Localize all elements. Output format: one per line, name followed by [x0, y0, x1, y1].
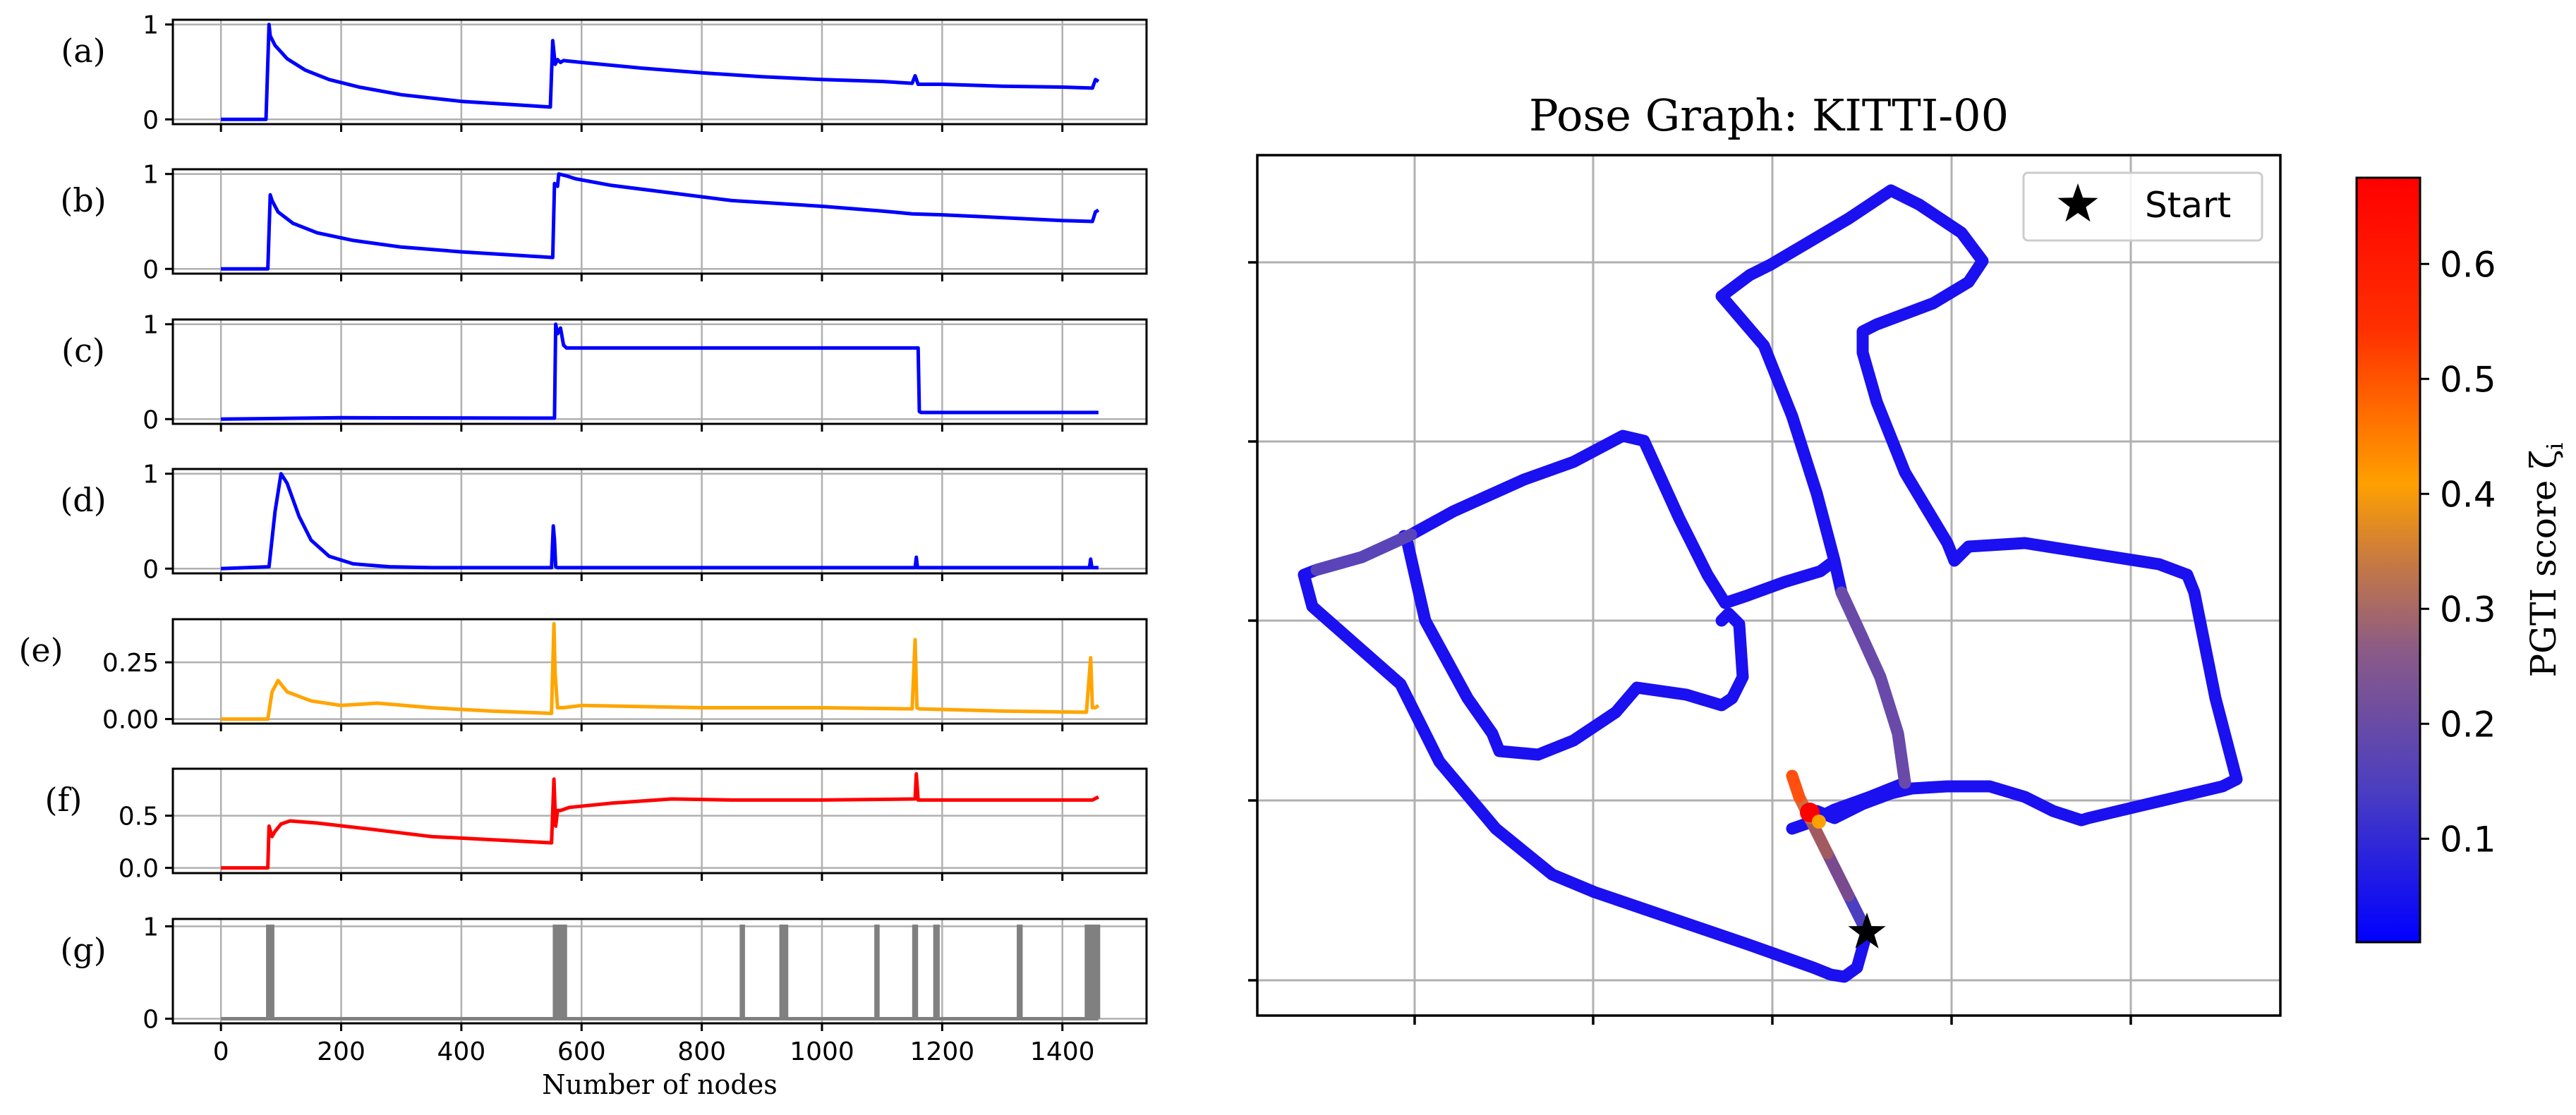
- series-line: [221, 172, 1100, 271]
- trajectory-segment: [1310, 528, 1417, 576]
- y-tick-label: 0: [143, 1005, 159, 1034]
- y-tick-label: 1: [143, 161, 159, 190]
- pulse: [739, 924, 745, 1019]
- panel-label: (d): [60, 481, 106, 519]
- colorbar-label: PGTI score ζi: [2523, 442, 2568, 677]
- trajectory-highlight: [1821, 847, 1855, 902]
- y-tick-label: 1: [143, 913, 159, 942]
- x-tick-label: 200: [317, 1037, 365, 1066]
- x-tick-label: 1000: [790, 1037, 854, 1066]
- series-line: [221, 23, 1100, 121]
- panel-frame: [171, 18, 1148, 126]
- trajectory-segment: [1398, 530, 1749, 761]
- series-line: [221, 621, 1100, 721]
- x-axis-label: Number of nodes: [542, 1069, 778, 1100]
- panel-frame: [171, 918, 1148, 1025]
- series-line: [221, 772, 1100, 870]
- y-tick-label: 0: [143, 255, 159, 284]
- colorbar-tick-label: 0.1: [2440, 819, 2496, 860]
- pose-graph-frame: [1256, 154, 2282, 1017]
- panel-label: (a): [61, 32, 105, 70]
- colorbar-tick-label: 0.4: [2440, 474, 2496, 515]
- panel-b: 0 1 (b): [60, 161, 1148, 284]
- pulse: [270, 924, 274, 1019]
- legend: Start: [2022, 171, 2263, 242]
- panel-label: (e): [18, 631, 63, 669]
- panel-label: (b): [60, 181, 106, 219]
- legend-box: [2022, 171, 2263, 242]
- pulse: [912, 924, 919, 1019]
- colorbar-label-subscript: i: [2541, 442, 2568, 449]
- panel-frame: [171, 618, 1148, 725]
- panel-frame: [171, 318, 1148, 425]
- legend-star-icon: [2057, 183, 2098, 222]
- panel-e: 0.00 0.25 (e): [18, 618, 1148, 735]
- pulse: [1089, 924, 1095, 1019]
- panel-label: (g): [60, 931, 106, 969]
- colorbar: 0.1 0.2 0.3 0.4 0.5 0.6 PGTI score ζi: [2355, 176, 2568, 944]
- chart-title: Pose Graph: KITTI-00: [1529, 90, 2009, 141]
- left-panels: 0 1 (a) 0 1 (b) 0 1 (c) 0 1 (d) 0.00 0.25 (e) 0.0 0.5 (f)…: [18, 11, 1148, 1100]
- panel-a: 0 1 (a): [61, 11, 1148, 135]
- colorbar-tick-label: 0.5: [2440, 359, 2496, 400]
- y-tick-label: 1: [143, 11, 159, 40]
- panel-label: (c): [61, 331, 105, 370]
- y-tick-label: 0: [143, 106, 159, 135]
- x-tick-label: 1400: [1030, 1037, 1095, 1066]
- colorbar-tick-label: 0.3: [2440, 589, 2496, 630]
- score-point: [1812, 815, 1826, 829]
- pulse: [1017, 924, 1023, 1019]
- pulse: [782, 924, 789, 1019]
- x-tick-label: 600: [557, 1037, 606, 1066]
- start-star-icon: [1848, 913, 1886, 949]
- pulse: [1094, 924, 1101, 1019]
- x-tick-label: 800: [677, 1037, 726, 1066]
- x-tick-label: 0: [213, 1037, 229, 1066]
- pulse: [1084, 924, 1091, 1019]
- x-tick-label: 1200: [910, 1037, 975, 1066]
- colorbar-tick-label: 0.2: [2440, 704, 2496, 745]
- pose-graph-panel: Pose Graph: KITTI-00 Start: [1248, 90, 2282, 1025]
- pulse: [933, 924, 940, 1019]
- trajectory-segment: [1298, 429, 1911, 983]
- pulse: [560, 924, 567, 1019]
- y-tick-label: 0.5: [119, 803, 159, 831]
- panel-label: (f): [45, 781, 83, 819]
- y-tick-label: 1: [143, 461, 159, 489]
- panel-frame: [171, 168, 1148, 275]
- colorbar-tick-label: 0.6: [2440, 244, 2496, 285]
- y-tick-label: 1: [143, 311, 159, 340]
- panel-frame: [171, 767, 1148, 875]
- trajectory-segment: [1835, 586, 1911, 789]
- y-tick-label: 0.0: [119, 855, 159, 884]
- panel-f: 0.0 0.5 (f): [45, 767, 1148, 884]
- colorbar-gradient: [2355, 176, 2421, 944]
- trajectory-segment: [1715, 184, 2243, 827]
- y-tick-label: 0.00: [102, 706, 159, 735]
- pulse: [874, 924, 880, 1019]
- trajectory-highlight: [1786, 769, 1806, 803]
- y-tick-label: 0.25: [102, 649, 159, 678]
- panel-frame: [171, 468, 1148, 575]
- panel-d: 0 1 (d): [60, 461, 1148, 584]
- series-line: [221, 322, 1099, 421]
- legend-label: Start: [2145, 185, 2231, 226]
- series-line: [221, 472, 1099, 571]
- panel-c: 0 1 (c): [61, 311, 1148, 434]
- x-tick-label: 400: [437, 1037, 486, 1066]
- y-tick-label: 0: [143, 555, 159, 584]
- y-tick-label: 0: [143, 406, 159, 434]
- panel-g: 0 1 (g) 0 200 400 600 800 1000 1200 1400 Number of …: [60, 913, 1148, 1100]
